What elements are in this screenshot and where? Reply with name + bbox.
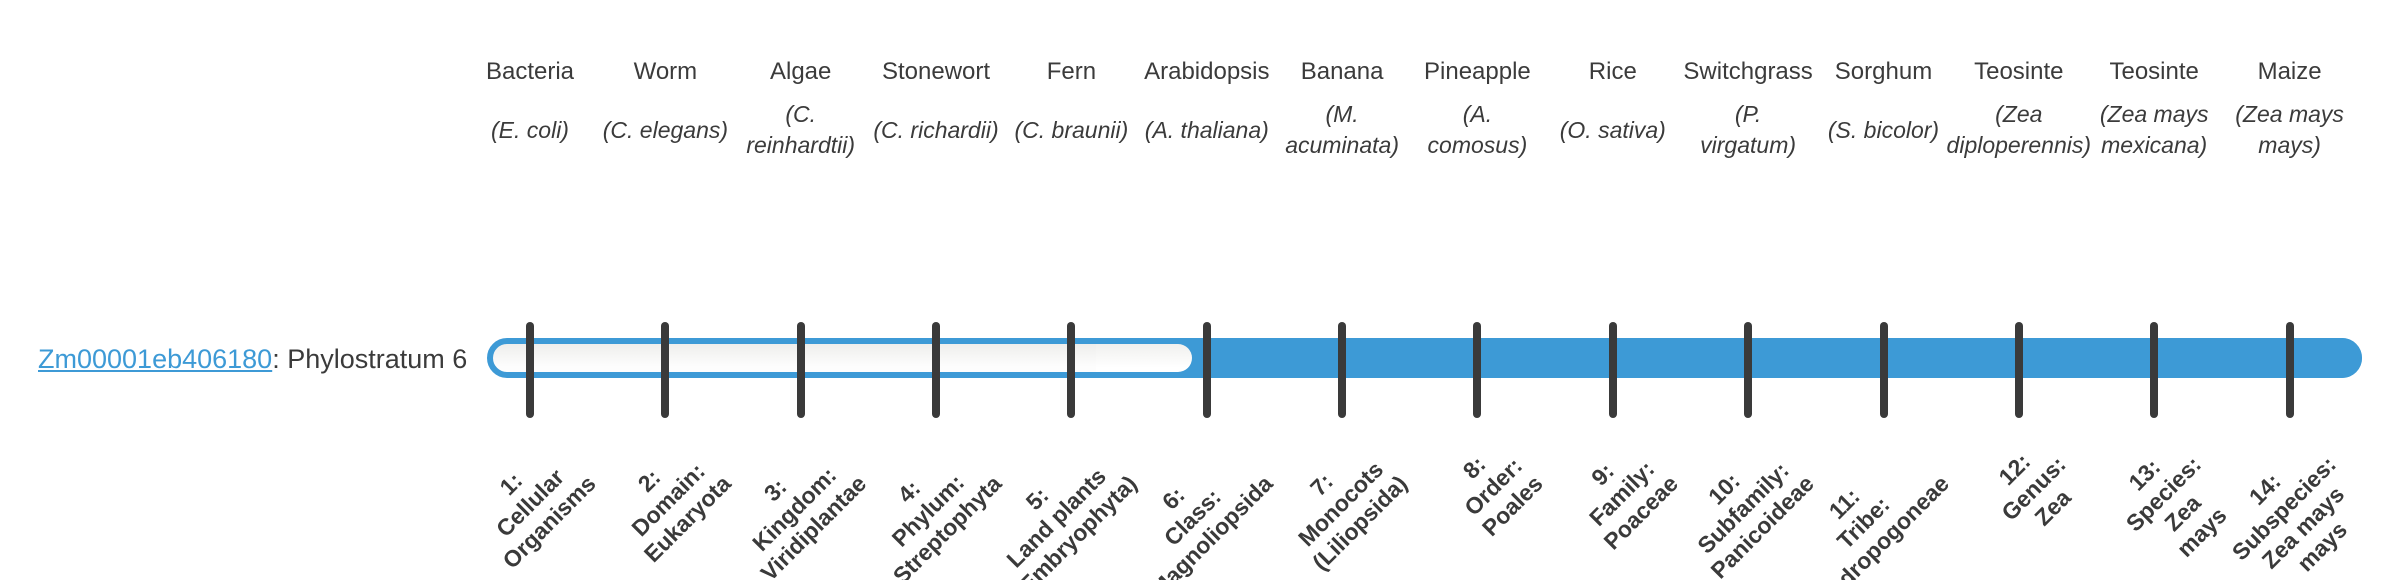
organism-scientific-name: (C. braunii) xyxy=(1014,116,1129,143)
timeline-tick xyxy=(1744,322,1753,418)
organism-scientific-name: (C. reinhardtii) xyxy=(746,101,856,158)
timeline-track-end-cap xyxy=(1096,344,1192,372)
organism-name: Teosinte xyxy=(2109,58,2199,85)
organism-name: Fern xyxy=(1046,58,1097,85)
arabidopsis-icon xyxy=(1147,164,1267,308)
organism-scientific-name: (Zea diploperennis) xyxy=(1946,101,2092,158)
phylostratum-label: 12: Genus: Zea xyxy=(1993,448,2076,531)
organism-name: Worm xyxy=(633,58,698,85)
timeline-tick xyxy=(932,322,940,418)
timeline-tick xyxy=(2285,322,2294,418)
phylostratum-label: 1: Cellular Organisms xyxy=(490,463,601,574)
timeline-tick xyxy=(2014,322,2023,418)
organism-scientific-name: (A. thaliana) xyxy=(1144,116,1269,143)
fern-icon xyxy=(1011,164,1131,308)
switchgrass-icon xyxy=(1688,164,1808,308)
organism-scientific-name: (Zea mays mexicana) xyxy=(2099,101,2209,158)
timeline-tick xyxy=(526,322,534,418)
timeline-tick xyxy=(1608,322,1617,418)
phylostratum-label: 3: Kingdom: Viridiplantae xyxy=(747,461,872,580)
organism-name: Algae xyxy=(769,58,832,85)
rice-icon xyxy=(1553,164,1673,308)
phylostratum-label: 6: Class: Magnoliopsida xyxy=(1145,470,1278,580)
sorghum-icon xyxy=(1824,164,1944,308)
organism-scientific-name: (O. sativa) xyxy=(1559,116,1666,143)
gene-caption: Zm00001eb406180: Phylostratum 6 xyxy=(38,344,467,375)
phylostratum-label: 5: Land plants (Embryophyta) xyxy=(1001,462,1142,580)
maize-icon xyxy=(2230,164,2350,308)
organism-name: Arabidopsis xyxy=(1144,58,1270,85)
timeline-tick xyxy=(1473,322,1482,418)
organism-scientific-name: (P. virgatum) xyxy=(1700,101,1797,158)
timeline-tick xyxy=(1202,322,1211,418)
organism-scientific-name: (M. acuminata) xyxy=(1285,101,1399,158)
organism-scientific-name: (C. elegans) xyxy=(602,116,729,143)
organism-name: Switchgrass xyxy=(1683,58,1813,85)
organism-scientific-name: (A. comosus) xyxy=(1427,101,1528,158)
organism-name: Rice xyxy=(1588,58,1637,85)
organism-scientific-name: (C. richardii) xyxy=(873,116,999,143)
phylostratum-label: 9: Family: Poaceae xyxy=(1584,455,1684,555)
timeline-tick xyxy=(2150,322,2159,418)
algae-icon xyxy=(741,164,861,308)
phylostratum-label: 8: Order: Poales xyxy=(1457,450,1548,542)
phylostratum-label: 13: Species: Zea mays xyxy=(2120,451,2232,562)
worm-icon xyxy=(605,164,725,308)
organism-scientific-name: (Zea mays mays) xyxy=(2235,101,2344,158)
organism-name: Pineapple xyxy=(1424,58,1531,85)
pineapple-icon xyxy=(1417,164,1537,308)
timeline-tick xyxy=(796,322,805,418)
organism-name: Maize xyxy=(2257,58,2322,85)
phylostratum-label: 2: Domain: Eukaryota xyxy=(626,457,736,568)
teosinte-icon xyxy=(2094,164,2214,308)
timeline-tick xyxy=(1067,322,1076,418)
organism-name: Bacteria xyxy=(485,58,575,85)
phylostratum-label: 7: Monocots (Liliopsida) xyxy=(1293,456,1413,576)
stonewort-icon xyxy=(876,164,996,308)
phylostratum-label: 14: Subspecies: Zea mays mays xyxy=(2226,451,2353,577)
organism-name: Sorghum xyxy=(1834,58,1933,85)
timeline-bar-fill xyxy=(1158,338,2362,378)
organism-name: Banana xyxy=(1300,58,1384,85)
gene-id-link[interactable]: Zm00001eb406180 xyxy=(38,344,273,374)
organism-name: Stonewort xyxy=(881,58,991,85)
bacteria-icon xyxy=(470,164,590,308)
phylostratum-text: : Phylostratum 6 xyxy=(272,344,468,374)
organism-scientific-name: (E. coli) xyxy=(491,116,569,143)
timeline-tick xyxy=(1879,322,1888,418)
timeline-tick xyxy=(661,322,670,418)
banana-icon xyxy=(1282,164,1402,308)
teosinte-icon xyxy=(1959,164,2079,308)
organism-scientific-name: (S. bicolor) xyxy=(1827,116,1940,143)
organism-name: Teosinte xyxy=(1974,58,2064,85)
timeline-tick xyxy=(1338,322,1347,418)
